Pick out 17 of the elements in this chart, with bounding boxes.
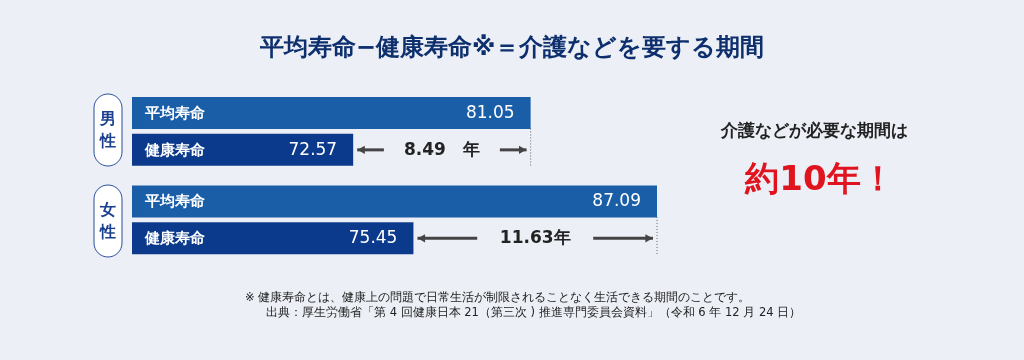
data-label: 75.45: [348, 227, 398, 248]
text: ※ 健康寿命とは、健康上の問題で日常生活が制限されることなく生活できる期間のことです。: [245, 290, 751, 304]
text: 約10年！: [744, 158, 895, 198]
y-tick-label: 健康寿命: [144, 229, 206, 248]
annotation: 11.63年: [499, 227, 571, 248]
data-label: 72.57: [288, 138, 338, 159]
text: 介護などが必要な期間は: [719, 120, 908, 140]
annotation: 8.49 年: [403, 138, 480, 159]
text: 男性: [99, 109, 116, 150]
data-label: 87.09: [592, 190, 641, 211]
chart-title: 平均寿命−健康寿命※＝介護などを要する期間: [258, 33, 765, 61]
y-tick-label: 平均寿命: [144, 192, 206, 211]
source-note: 出典：厚生労働省「第 4 回健康日本 21（第三次 ) 推進専門委員会資料」（令和 6 年 12 月 24 日）: [266, 305, 802, 319]
data-label: 81.05: [465, 101, 515, 122]
y-tick-label: 平均寿命: [144, 103, 206, 122]
text: 女性: [99, 200, 116, 241]
y-tick-label: 健康寿命: [144, 140, 206, 159]
